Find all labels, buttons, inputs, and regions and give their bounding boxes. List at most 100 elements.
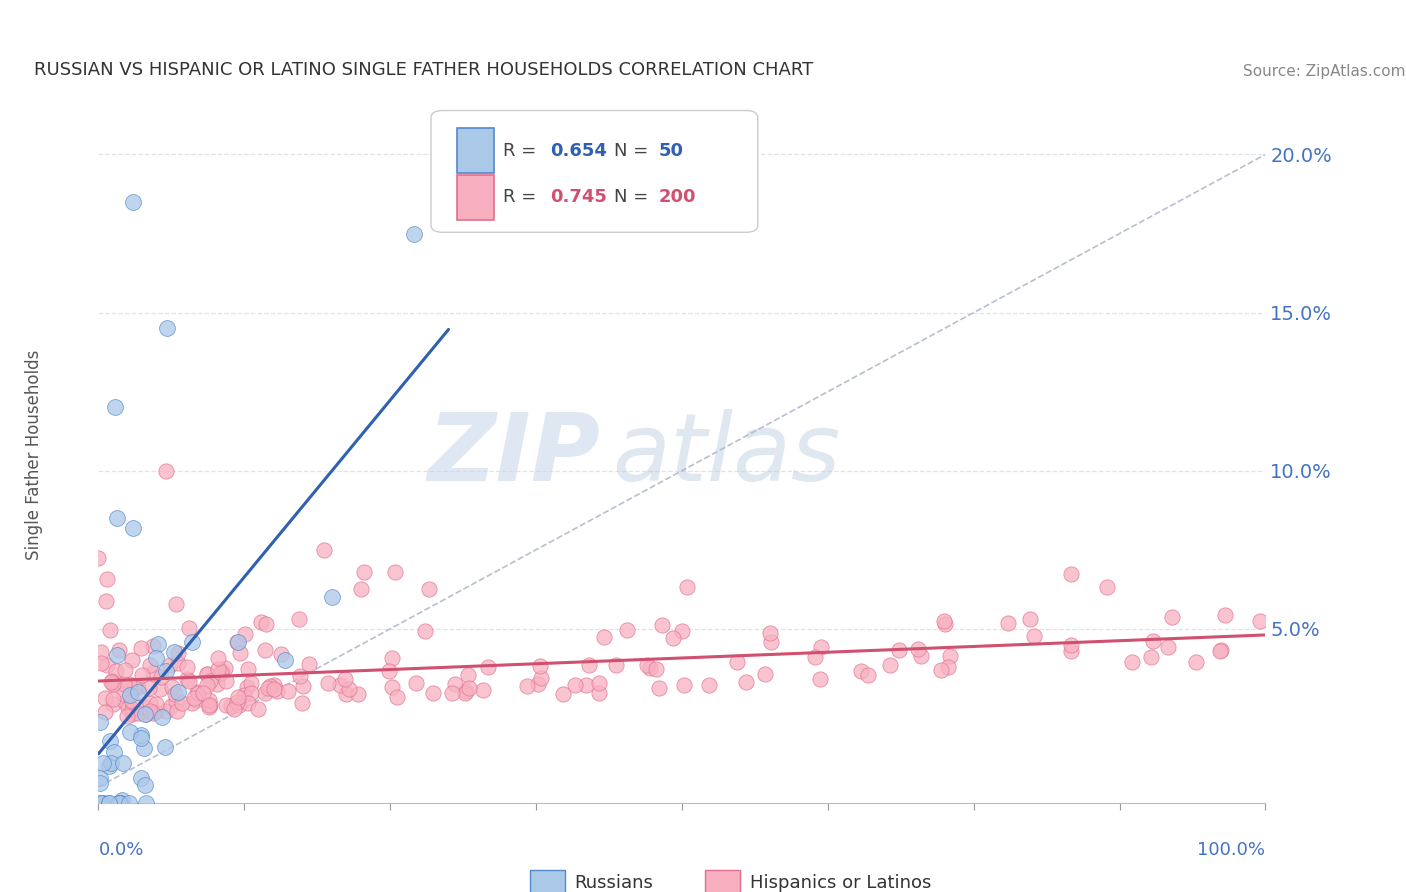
Point xyxy=(226,635,249,649)
Point xyxy=(648,681,671,696)
Point xyxy=(128,680,150,694)
Point xyxy=(138,704,160,718)
Point xyxy=(149,670,172,684)
Point xyxy=(215,698,238,713)
Point xyxy=(90,796,112,810)
Point xyxy=(256,681,278,695)
Point xyxy=(108,796,131,810)
Point xyxy=(333,672,356,686)
FancyBboxPatch shape xyxy=(457,175,494,220)
Point xyxy=(222,702,245,716)
Point xyxy=(215,673,238,688)
Point xyxy=(103,745,125,759)
Point xyxy=(418,582,440,596)
Point xyxy=(378,664,401,678)
Point xyxy=(936,660,959,674)
Point xyxy=(578,657,600,672)
Text: Single Father Households: Single Father Households xyxy=(25,350,44,560)
Point xyxy=(808,672,831,686)
Point xyxy=(290,668,312,682)
Point xyxy=(672,678,695,692)
Point xyxy=(734,675,756,690)
Point xyxy=(236,662,259,676)
Point xyxy=(321,591,343,605)
Point xyxy=(233,627,256,641)
Point xyxy=(593,630,616,644)
Point xyxy=(93,796,115,810)
Point xyxy=(228,698,250,713)
Point xyxy=(335,687,357,701)
Point xyxy=(337,682,360,697)
Point xyxy=(288,612,311,626)
Point xyxy=(112,677,135,691)
Point xyxy=(1142,634,1164,648)
Point xyxy=(176,660,198,674)
Point xyxy=(90,796,112,810)
Text: 100.0%: 100.0% xyxy=(1198,841,1265,859)
Point xyxy=(298,657,321,671)
Point xyxy=(145,651,167,665)
Point xyxy=(1018,612,1040,626)
Point xyxy=(250,615,273,629)
Point xyxy=(588,686,610,700)
Point xyxy=(1160,610,1182,624)
Point xyxy=(856,668,879,682)
Point xyxy=(671,624,693,639)
Point xyxy=(195,667,218,681)
Point xyxy=(118,796,141,810)
Point xyxy=(108,796,131,810)
Point xyxy=(177,674,200,689)
Point xyxy=(564,678,586,692)
Point xyxy=(253,685,276,699)
Point xyxy=(810,640,832,654)
Point xyxy=(155,664,177,678)
Point xyxy=(132,699,155,714)
Point xyxy=(186,685,208,699)
Point xyxy=(1140,649,1163,664)
Point xyxy=(197,693,219,707)
Point xyxy=(444,677,467,691)
Point xyxy=(108,643,131,657)
Point xyxy=(457,667,479,681)
Point xyxy=(198,698,221,712)
Point xyxy=(422,686,444,700)
Point xyxy=(100,674,122,689)
Point xyxy=(198,699,221,714)
Point xyxy=(127,685,149,699)
Point xyxy=(402,227,425,241)
Point xyxy=(277,683,299,698)
Point xyxy=(605,658,627,673)
Point xyxy=(384,566,406,580)
Point xyxy=(103,401,125,415)
Point xyxy=(910,648,932,663)
Point xyxy=(135,796,157,810)
Point xyxy=(107,796,129,810)
Point xyxy=(675,580,697,594)
Point xyxy=(226,695,249,709)
Point xyxy=(1157,640,1180,654)
Point xyxy=(314,542,336,557)
Point xyxy=(1208,643,1230,657)
Point xyxy=(246,701,269,715)
Point xyxy=(111,792,134,806)
Point xyxy=(105,664,128,678)
Point xyxy=(105,648,128,662)
Point xyxy=(530,671,553,685)
Point xyxy=(98,624,121,638)
Point xyxy=(131,731,153,746)
Point xyxy=(165,597,187,611)
Point xyxy=(214,661,236,675)
Point xyxy=(219,699,242,714)
Text: ZIP: ZIP xyxy=(427,409,600,501)
Point xyxy=(651,618,673,632)
Text: 0.745: 0.745 xyxy=(550,188,607,206)
Point xyxy=(108,796,131,810)
Point xyxy=(122,680,145,694)
Text: 0.0%: 0.0% xyxy=(98,841,143,859)
Point xyxy=(804,650,827,665)
Point xyxy=(236,680,259,694)
Point xyxy=(167,646,190,660)
Point xyxy=(142,706,165,721)
Point xyxy=(135,706,157,721)
Point xyxy=(229,646,252,660)
